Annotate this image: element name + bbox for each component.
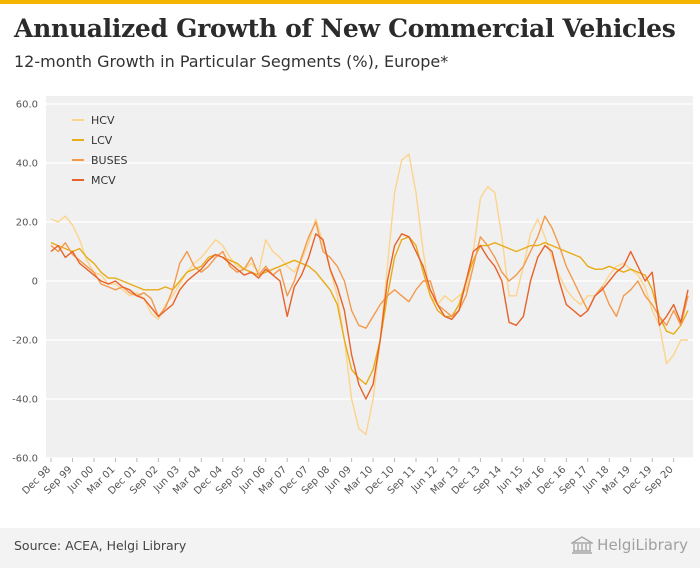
y-tick-label: 0	[32, 277, 38, 288]
legend-label-hcv: HCV	[91, 114, 115, 127]
y-tick-label: 20.0	[16, 218, 38, 229]
y-tick-label: -40.0	[12, 395, 38, 406]
series-lines	[50, 153, 689, 436]
legend-label-lcv: LCV	[91, 134, 113, 147]
y-tick-label: -20.0	[12, 336, 38, 347]
chart-subtitle: 12-month Growth in Particular Segments (…	[14, 52, 449, 71]
legend-label-buses: BUSES	[91, 154, 128, 167]
series-line-buses	[50, 215, 689, 329]
chart-title: Annualized Growth of New Commercial Vehi…	[14, 14, 676, 43]
brand-logo: HelgiLibrary	[571, 536, 688, 554]
y-tick-label: 40.0	[16, 159, 38, 170]
legend-label-mcv: MCV	[91, 174, 116, 187]
series-line-hcv	[50, 153, 688, 436]
series-line-lcv	[50, 236, 689, 385]
plot-area	[46, 96, 693, 458]
brand-name: HelgiLibrary	[597, 536, 688, 554]
series-line-mcv	[50, 233, 689, 400]
y-axis: 60.0 40.0 20.0 0 -20.0 -40.0 -60.0	[12, 100, 38, 465]
top-accent-bar	[0, 0, 700, 4]
source-note: Source: ACEA, Helgi Library	[14, 538, 187, 553]
footer-bar: Source: ACEA, Helgi Library HelgiLibrary	[0, 528, 700, 568]
library-building-icon	[571, 536, 594, 554]
y-tick-label: -60.0	[12, 454, 38, 465]
legend: HCV LCV BUSES MCV	[72, 114, 128, 187]
y-tick-label: 60.0	[16, 100, 38, 111]
gridlines	[46, 103, 693, 459]
